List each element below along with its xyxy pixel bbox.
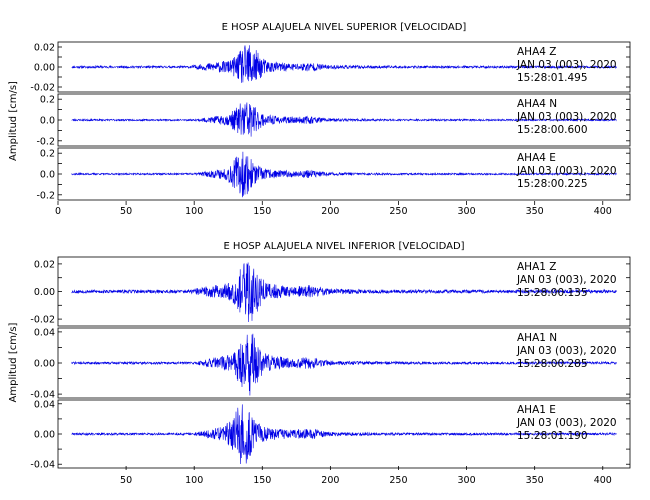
- record-time: 15:28:00.285: [517, 358, 588, 370]
- y-tick-label: 0.0: [40, 116, 55, 127]
- waveform-line: [71, 45, 617, 83]
- y-tick-label: 0.04: [34, 399, 55, 410]
- y-tick-label: -0.04: [30, 390, 55, 401]
- y-tick-label: -0.2: [36, 190, 55, 201]
- y-tick-label: -0.2: [36, 136, 55, 147]
- panel-2: E HOSP ALAJUELA NIVEL INFERIOR [VELOCIDA…: [8, 241, 631, 486]
- record-date: JAN 03 (003), 2020: [516, 59, 617, 71]
- y-tick-label: 0.0: [40, 170, 55, 181]
- y-tick-label: 0.02: [34, 259, 55, 270]
- x-tick-label: 400: [594, 206, 612, 217]
- x-tick-label: 350: [526, 206, 544, 217]
- station-label: AHA4 E: [517, 152, 556, 164]
- y-tick-label: 0.2: [40, 149, 55, 160]
- record-time: 15:28:00.600: [517, 124, 588, 136]
- waveform-line: [71, 333, 617, 396]
- record-time: 15:28:01.190: [517, 430, 588, 442]
- record-date: JAN 03 (003), 2020: [516, 111, 617, 123]
- y-tick-label: 0.00: [34, 430, 55, 441]
- station-label: AHA1 N: [517, 332, 557, 344]
- x-tick-label: 100: [185, 475, 203, 486]
- station-label: AHA4 Z: [517, 46, 556, 58]
- y-axis-label: Amplitud [cm/s]: [8, 81, 19, 161]
- record-date: JAN 03 (003), 2020: [516, 417, 617, 429]
- waveform-line: [71, 404, 617, 465]
- y-tick-label: -0.04: [30, 460, 55, 471]
- record-time: 15:28:00.225: [517, 178, 588, 190]
- waveform-line: [71, 262, 617, 323]
- panel-title: E HOSP ALAJUELA NIVEL SUPERIOR [VELOCIDA…: [222, 22, 467, 33]
- x-tick-label: 150: [253, 206, 271, 217]
- x-tick-label: 400: [594, 475, 612, 486]
- station-label: AHA4 N: [517, 98, 557, 110]
- x-tick-label: 300: [458, 475, 476, 486]
- y-tick-label: -0.02: [30, 315, 55, 326]
- x-tick-label: 50: [120, 206, 132, 217]
- x-tick-label: 250: [389, 206, 407, 217]
- x-tick-label: 200: [321, 206, 339, 217]
- station-label: AHA1 Z: [517, 261, 556, 273]
- record-time: 15:28:00.135: [517, 287, 588, 299]
- y-axis-label: Amplitud [cm/s]: [8, 322, 19, 402]
- panel-title: E HOSP ALAJUELA NIVEL INFERIOR [VELOCIDA…: [223, 241, 464, 252]
- x-tick-label: 200: [321, 475, 339, 486]
- y-tick-label: 0.00: [34, 287, 55, 298]
- y-tick-label: 0.2: [40, 95, 55, 106]
- x-tick-label: 50: [120, 475, 132, 486]
- record-date: JAN 03 (003), 2020: [516, 274, 617, 286]
- y-tick-label: 0.00: [34, 63, 55, 74]
- station-label: AHA1 E: [517, 404, 556, 416]
- y-tick-label: 0.04: [34, 327, 55, 338]
- x-tick-label: 250: [389, 475, 407, 486]
- y-tick-label: 0.02: [34, 43, 55, 54]
- x-tick-label: 350: [526, 475, 544, 486]
- x-tick-label: 300: [458, 206, 476, 217]
- x-tick-label: 100: [185, 206, 203, 217]
- x-tick-label: 150: [253, 475, 271, 486]
- record-date: JAN 03 (003), 2020: [516, 165, 617, 177]
- waveform-line: [71, 102, 617, 137]
- y-tick-label: -0.02: [30, 83, 55, 94]
- panel-1: E HOSP ALAJUELA NIVEL SUPERIOR [VELOCIDA…: [8, 22, 631, 217]
- y-tick-label: 0.00: [34, 359, 55, 370]
- waveform-line: [71, 151, 617, 198]
- record-date: JAN 03 (003), 2020: [516, 345, 617, 357]
- x-tick-label: 0: [55, 206, 61, 217]
- record-time: 15:28:01.495: [517, 72, 588, 84]
